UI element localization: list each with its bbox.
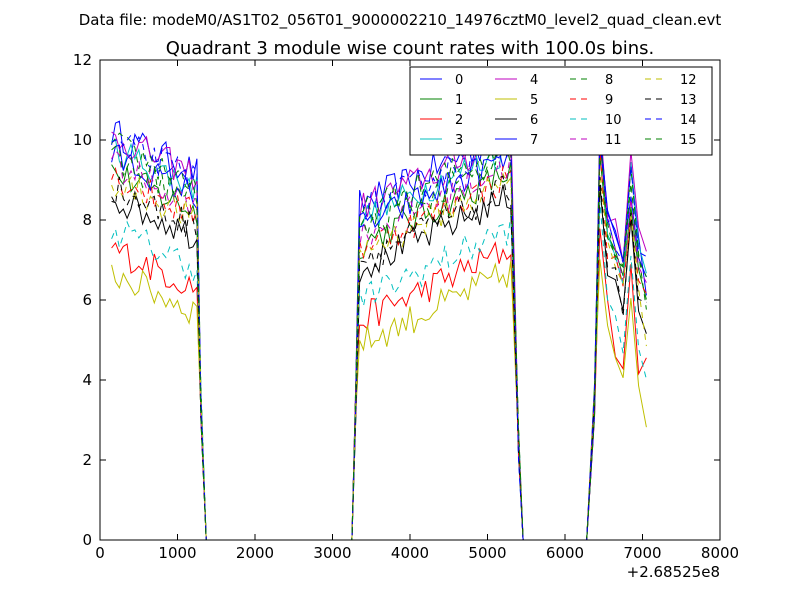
series-line-0 — [111, 120, 647, 541]
legend-label-1: 1 — [455, 93, 463, 108]
y-tick-label: 12 — [73, 51, 92, 69]
y-tick-label: 4 — [82, 371, 92, 389]
series-line-5 — [111, 259, 647, 541]
series-line-6 — [111, 184, 647, 541]
y-tick-label: 6 — [82, 291, 92, 309]
legend-box — [409, 66, 713, 156]
legend-label-2: 2 — [455, 113, 463, 128]
y-tick-label: 8 — [82, 211, 92, 229]
chart-title: Quadrant 3 module wise count rates with … — [166, 38, 655, 59]
legend-label-5: 5 — [530, 93, 538, 108]
x-tick-label: 0 — [95, 544, 105, 562]
x-tick-label: 3000 — [313, 544, 351, 562]
chart-suptitle: Data file: modeM0/AS1T02_056T01_90000022… — [79, 11, 722, 30]
legend-label-6: 6 — [530, 113, 538, 128]
series-line-14 — [111, 132, 647, 541]
series-line-12 — [111, 172, 647, 541]
legend-label-0: 0 — [455, 73, 463, 88]
x-tick-label: 2000 — [236, 544, 274, 562]
legend-label-7: 7 — [530, 133, 538, 148]
series-line-1 — [111, 155, 647, 541]
series-layer — [111, 117, 647, 541]
legend-label-3: 3 — [455, 133, 463, 148]
legend-label-14: 14 — [680, 113, 697, 128]
x-tick-label: 5000 — [468, 544, 506, 562]
legend-label-10: 10 — [605, 113, 622, 128]
y-tick-label: 10 — [73, 131, 92, 149]
x-tick-label: 7000 — [623, 544, 661, 562]
y-tick-label: 0 — [82, 531, 92, 549]
x-tick-label: 6000 — [546, 544, 584, 562]
x-tick-label: 4000 — [391, 544, 429, 562]
series-line-10 — [111, 200, 647, 541]
legend-label-13: 13 — [680, 93, 697, 108]
series-line-2 — [111, 228, 647, 541]
legend-label-4: 4 — [530, 73, 538, 88]
series-line-11 — [111, 143, 647, 541]
series-line-13 — [111, 175, 647, 541]
legend-label-15: 15 — [680, 133, 697, 148]
legend-label-9: 9 — [605, 93, 613, 108]
legend-label-11: 11 — [605, 133, 622, 148]
x-tick-label: 8000 — [701, 544, 739, 562]
legend-label-8: 8 — [605, 73, 613, 88]
y-tick-label: 2 — [82, 451, 92, 469]
series-line-3 — [111, 129, 647, 541]
legend-label-12: 12 — [680, 73, 697, 88]
series-line-9 — [111, 147, 647, 541]
x-offset-label: +2.68525e8 — [627, 563, 720, 581]
ticks-layer: 0 1000 2000 3000 4000 5000 6000 7000 80000246810… — [73, 51, 739, 562]
x-tick-label: 1000 — [158, 544, 196, 562]
